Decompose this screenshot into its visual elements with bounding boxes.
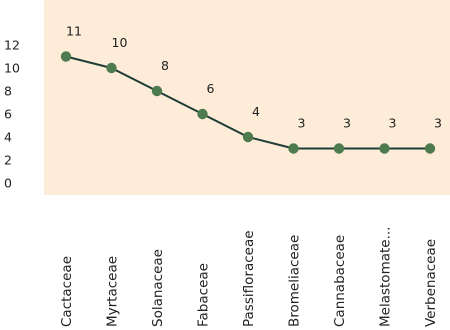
x-axis-category-labels: Cactaceae Myrtaceae Solanaceae Fabaceae Pass… (59, 227, 439, 327)
y-tick-label: 4 (4, 130, 12, 145)
data-label: 10 (112, 35, 128, 50)
x-category-label: Cannabaceae (332, 235, 348, 327)
data-point (106, 62, 117, 74)
y-tick-label: 2 (4, 153, 12, 168)
data-labels: 11 10 8 6 4 3 3 3 3 (66, 24, 442, 131)
y-tick-label: 0 (4, 176, 12, 191)
plot-background (44, 0, 450, 195)
x-category-label: Solanaceae (150, 249, 166, 327)
data-label: 4 (252, 104, 260, 119)
data-label: 3 (434, 116, 442, 131)
data-point (379, 143, 390, 154)
data-point (242, 131, 254, 143)
data-point (151, 85, 163, 97)
data-label: 3 (298, 116, 306, 131)
x-category-label: Bromeliaceae (287, 235, 303, 327)
data-label: 11 (66, 24, 82, 39)
y-tick-label: 12 (4, 38, 20, 53)
x-category-label: Melastomate... (378, 227, 394, 327)
x-category-label: Cactaceae (59, 256, 75, 327)
y-tick-label: 8 (4, 84, 12, 99)
data-point (288, 143, 299, 154)
data-label: 8 (161, 58, 169, 73)
y-tick-label: 10 (4, 61, 20, 76)
y-axis-ticks: 0 2 4 6 8 10 12 (4, 38, 20, 191)
x-category-label: Verbenaceae (423, 239, 439, 327)
y-tick-label: 6 (4, 107, 12, 122)
data-point (197, 108, 208, 120)
data-point (60, 51, 72, 62)
data-point (424, 143, 436, 154)
data-label: 3 (389, 116, 397, 131)
data-label: 3 (343, 116, 351, 131)
data-point (333, 143, 345, 154)
x-category-label: Fabaceae (196, 263, 212, 327)
x-category-label: Myrtaceae (105, 256, 121, 327)
data-label: 6 (207, 81, 215, 96)
series-markers (60, 51, 436, 154)
x-category-label: Passifloraceae (241, 230, 257, 327)
